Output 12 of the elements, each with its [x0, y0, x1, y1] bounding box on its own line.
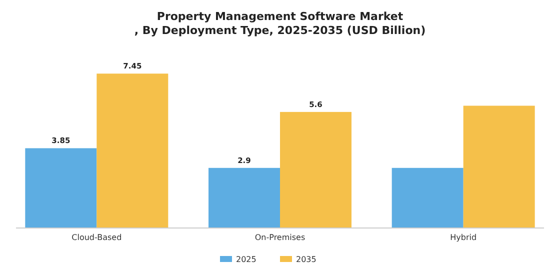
bar: [463, 106, 535, 228]
bar: [25, 148, 97, 228]
bar: [208, 168, 280, 228]
legend-label: 2025: [236, 255, 256, 264]
x-tick-label: Hybrid: [450, 233, 477, 242]
bar: [392, 168, 464, 228]
x-tick-label: Cloud-Based: [72, 233, 122, 242]
chart-title: Property Management Software Market , By Deployment Type, 2025-2035 (USD Billion): [134, 10, 426, 37]
legend-label: 2035: [296, 255, 316, 264]
bar: [96, 74, 168, 228]
x-tick-label: On-Premises: [254, 233, 306, 242]
bar: [280, 112, 352, 228]
